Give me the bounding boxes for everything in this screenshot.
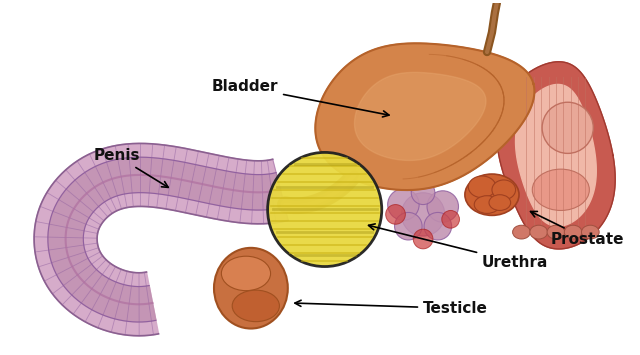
Circle shape [386,204,405,224]
Ellipse shape [465,174,519,215]
Text: Urethra: Urethra [369,224,548,269]
Polygon shape [316,43,534,190]
Ellipse shape [547,225,564,239]
Polygon shape [497,62,615,249]
Circle shape [424,212,452,240]
Polygon shape [516,84,596,226]
Circle shape [388,189,419,220]
Ellipse shape [474,196,500,213]
Circle shape [442,211,460,228]
Ellipse shape [489,195,511,211]
Ellipse shape [530,225,548,239]
Ellipse shape [582,225,599,239]
Ellipse shape [214,248,288,328]
Ellipse shape [532,169,589,211]
Circle shape [413,229,433,249]
Ellipse shape [468,176,496,198]
Text: Penis: Penis [93,148,168,187]
Ellipse shape [513,225,531,239]
Ellipse shape [542,102,593,153]
Circle shape [427,191,458,222]
Text: Bladder: Bladder [212,80,389,117]
Ellipse shape [492,180,516,200]
Text: Prostate: Prostate [531,212,625,247]
Circle shape [268,152,381,267]
Circle shape [412,181,435,204]
Circle shape [401,193,445,236]
Text: Testicle: Testicle [295,300,488,316]
Circle shape [394,212,422,240]
Ellipse shape [232,290,280,322]
Ellipse shape [221,256,271,291]
Polygon shape [48,157,285,322]
Polygon shape [355,72,486,160]
Polygon shape [34,143,288,336]
Ellipse shape [564,225,582,239]
